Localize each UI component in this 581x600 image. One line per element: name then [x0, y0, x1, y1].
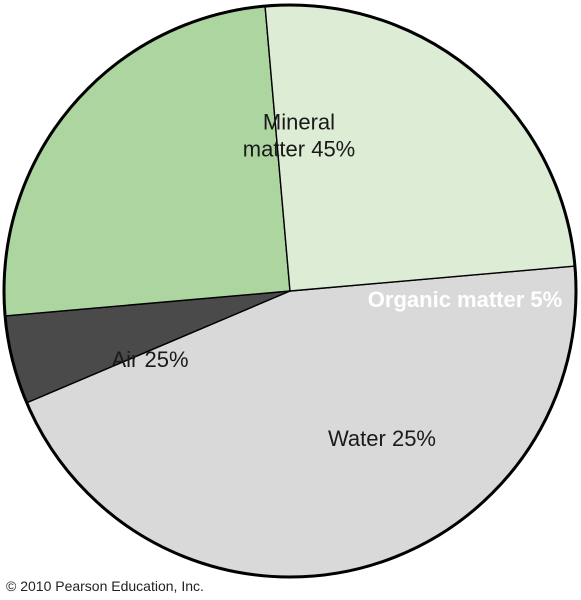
pie-outline — [2, 3, 578, 579]
slice-label-air: Air 25% — [111, 347, 188, 372]
slice-label-line: Mineral — [263, 110, 335, 135]
slice-label-line: Water 25% — [328, 426, 436, 451]
slice-label-water: Water 25% — [328, 426, 436, 451]
pie-slices — [3, 4, 577, 578]
slice-label-mineral-matter: Mineral matter 45% — [243, 110, 356, 162]
slice-label-line: matter 45% — [243, 137, 356, 162]
slice-label-line: Air 25% — [111, 347, 188, 372]
pie-labels: Mineral matter 45% Organic matter 5% Water … — [111, 110, 562, 452]
slice-label-line: Organic matter 5% — [368, 287, 562, 312]
copyright-notice: © 2010 Pearson Education, Inc. — [6, 578, 204, 594]
slice-label-organic-matter: Organic matter 5% — [368, 287, 562, 312]
